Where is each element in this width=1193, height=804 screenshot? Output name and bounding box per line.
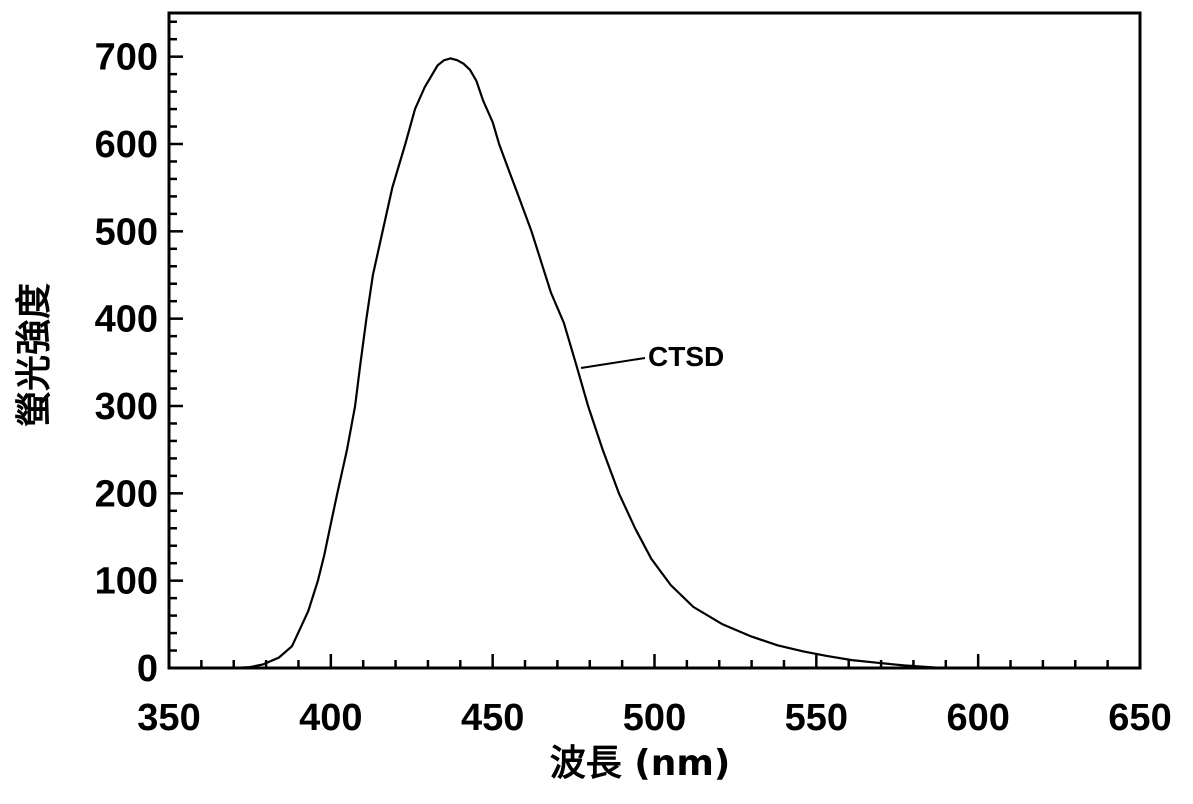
y-tick-label: 400	[95, 299, 158, 341]
tick-labels: 350 400 450 500 550 600 650 0 100 200 300 400 500 600…	[95, 37, 1172, 739]
x-tick-label: 350	[137, 697, 200, 739]
x-tick-label: 650	[1108, 697, 1171, 739]
y-axis-title: 螢光強度	[14, 283, 55, 427]
x-tick-label: 600	[946, 697, 1009, 739]
x-tick-label: 400	[299, 697, 362, 739]
x-tick-label: 500	[623, 697, 686, 739]
y-tick-label: 300	[95, 386, 158, 428]
y-tick-label: 600	[95, 124, 158, 166]
y-tick-label: 500	[95, 211, 158, 253]
annotation-ctsd: CTSD	[648, 341, 724, 372]
x-tick-label: 550	[785, 697, 848, 739]
y-tick-label: 700	[95, 37, 158, 79]
y-tick-label: 200	[95, 473, 158, 515]
x-tick-label: 450	[461, 697, 524, 739]
y-tick-label: 100	[95, 561, 158, 603]
annotation-leader-line	[581, 358, 645, 368]
y-tick-label: 0	[137, 648, 158, 690]
x-axis-title: 波長 (nm)	[550, 743, 731, 784]
